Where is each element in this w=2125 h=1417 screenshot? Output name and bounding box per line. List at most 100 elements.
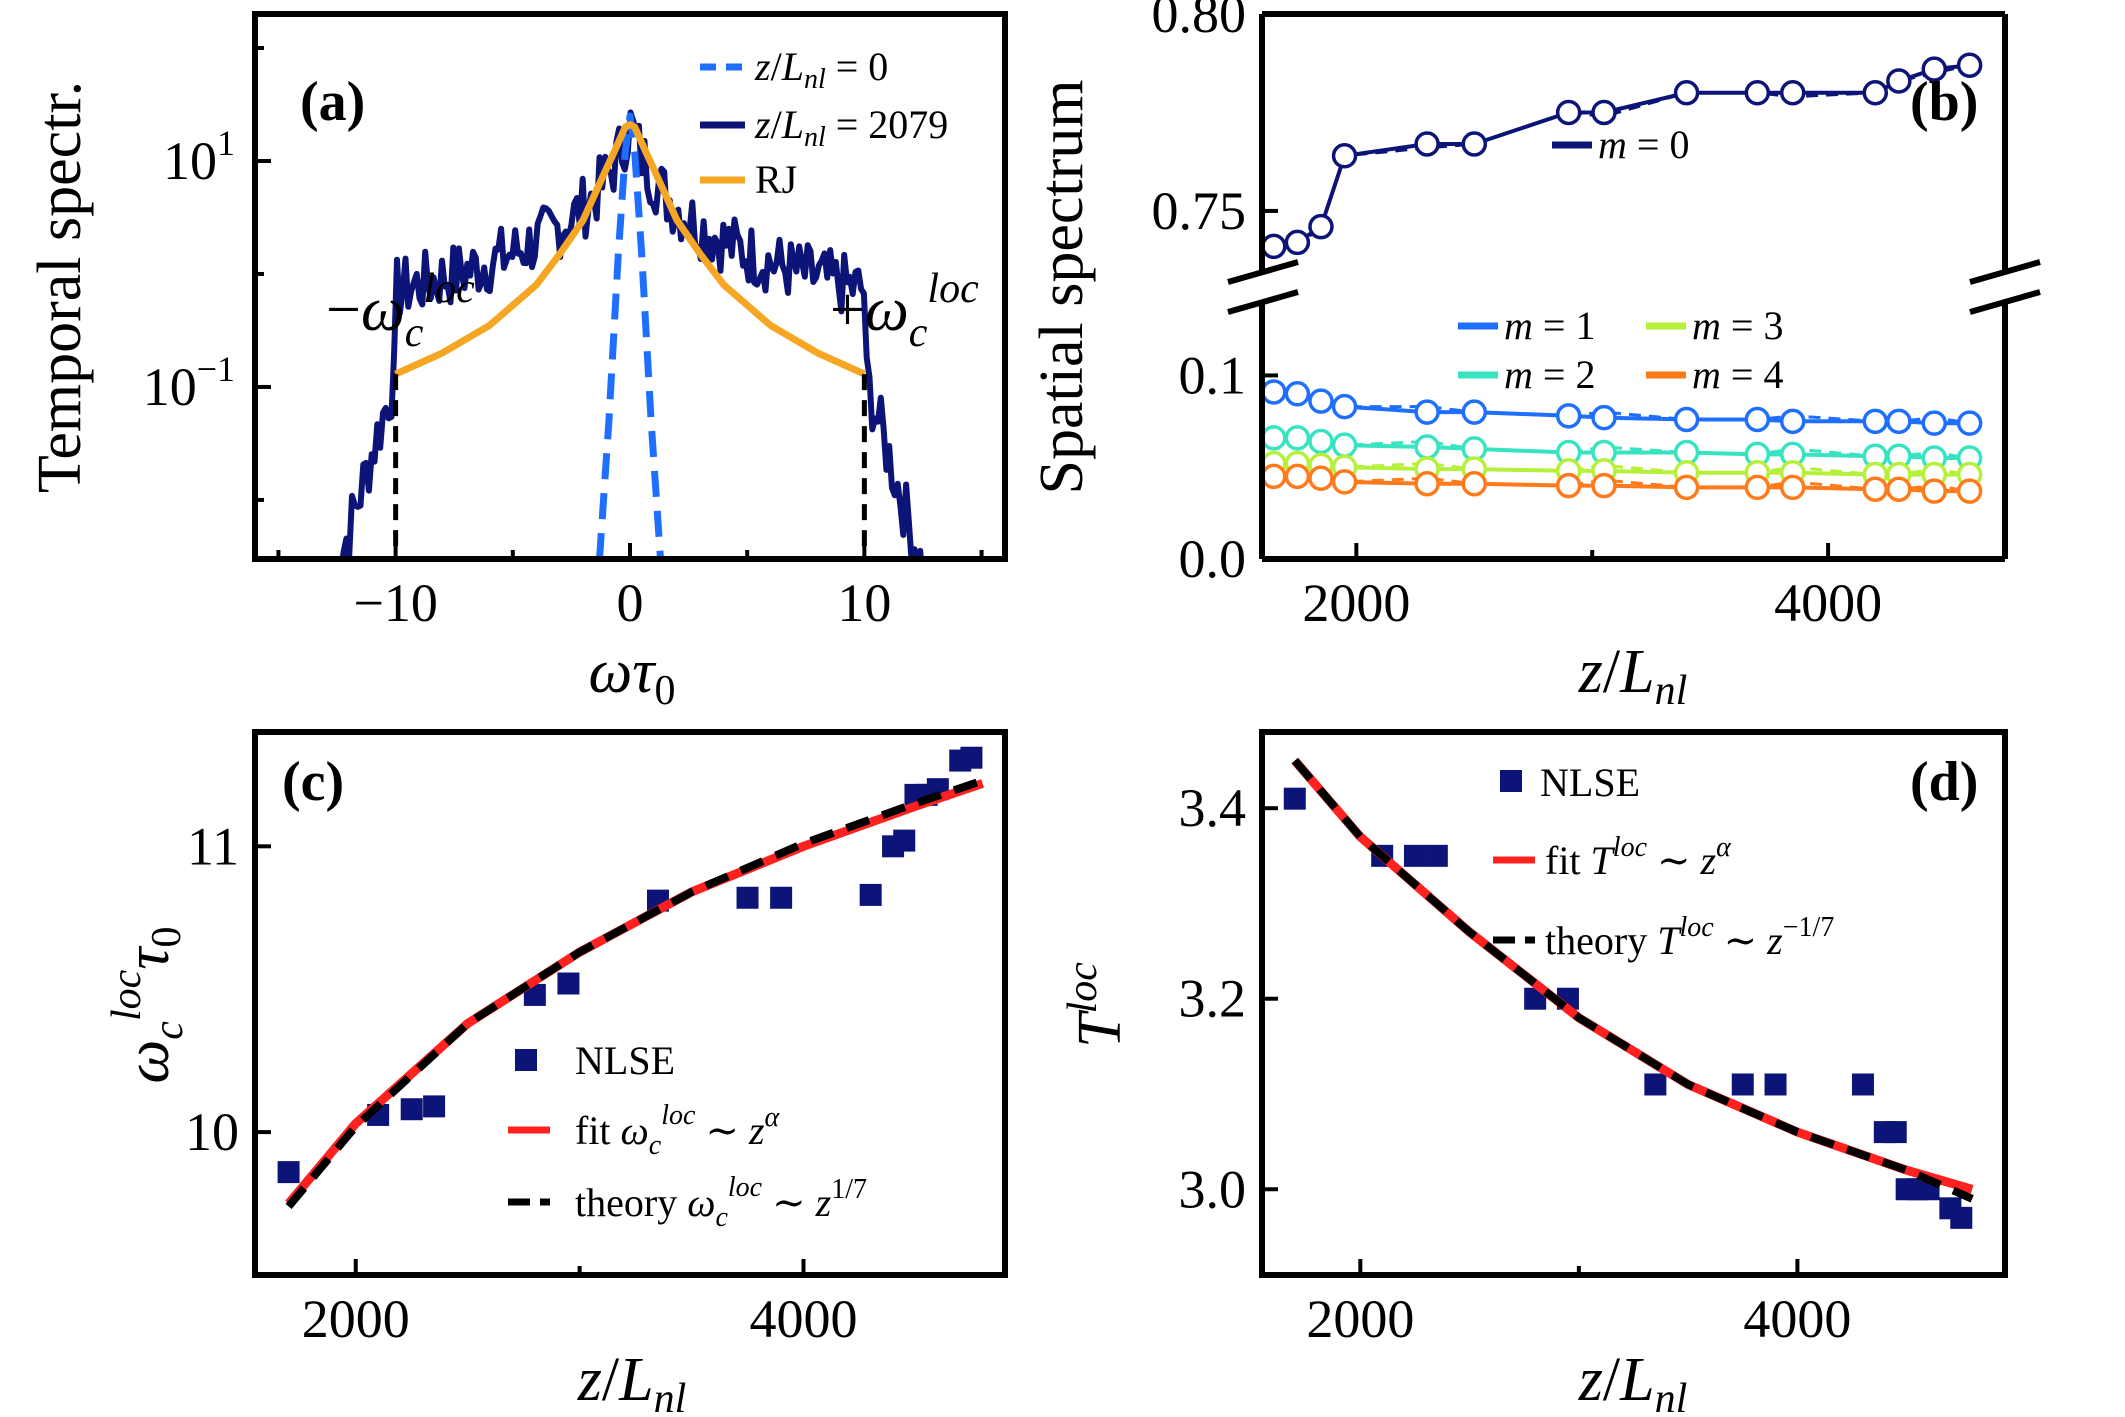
series-m-0-marker bbox=[1414, 131, 1440, 157]
panel-c-nlse-marker bbox=[400, 1098, 423, 1121]
panel-d-fit-line bbox=[1291, 757, 1974, 1194]
series-m-0-marker bbox=[1331, 143, 1358, 169]
series-m-4-marker bbox=[1591, 472, 1617, 499]
series-m-1-marker bbox=[1284, 381, 1311, 407]
legend-label-fit: fit ωcloc ∼ zα bbox=[575, 1100, 781, 1161]
panel-c-nlse-marker bbox=[423, 1095, 446, 1118]
panel-d-frame bbox=[1259, 729, 2008, 1278]
panel-d-plot-area bbox=[1283, 757, 1974, 1229]
y-tick-label: 101 bbox=[163, 123, 235, 191]
panel-b-legend: m = 0 m = 1 m = 3 m = 2 m = 4 bbox=[1458, 122, 1783, 397]
series-m-4-marker bbox=[1331, 469, 1358, 495]
y-tick-label-lower: 0.1 bbox=[1179, 345, 1247, 405]
series-m-4-marker bbox=[1779, 474, 1806, 501]
series-m-4-marker bbox=[1461, 470, 1488, 497]
x-tick-label: 0 bbox=[617, 573, 644, 633]
y-tick-label-upper: 0.75 bbox=[1152, 181, 1247, 241]
series-m-1-marker bbox=[1744, 406, 1771, 433]
legend-label-z2079: z/Lnl = 2079 bbox=[754, 102, 948, 153]
panel-d: 2000 4000 3.4 3.2 3.0 (d) z/Lnl Tloc NLSE fi… bbox=[1060, 729, 2008, 1417]
panel-c-nlse-marker bbox=[557, 972, 580, 995]
panel-d-nlse-marker bbox=[1283, 787, 1306, 810]
panel-b-ylabel: Spatial spectrum bbox=[1028, 80, 1096, 495]
panel-c: 2000 4000 11 10 (c) z/Lnl ωclocτ0 NLSE fit … bbox=[104, 729, 1008, 1417]
series-m-4-marker bbox=[1555, 472, 1582, 499]
series-m-4-marker bbox=[1744, 474, 1771, 501]
panel-c-legend: NLSE fit ωcloc ∼ zα theory ωcloc ∼ z1/7 bbox=[508, 1038, 867, 1233]
series-m-1-marker bbox=[1555, 403, 1582, 429]
y-tick-label: 11 bbox=[187, 816, 239, 876]
panel-c-xlabel: z/Lnl bbox=[577, 1346, 687, 1417]
panel-d-theory-line bbox=[1291, 757, 1974, 1203]
series-m-1-marker bbox=[1591, 404, 1617, 431]
series-m-1-marker bbox=[1921, 410, 1947, 436]
panel-c-nlse-marker bbox=[770, 886, 793, 909]
series-m-1-marker bbox=[1673, 406, 1700, 433]
series-m-4-marker bbox=[1886, 476, 1912, 502]
axis-break-left-2 bbox=[1227, 289, 1299, 315]
y-tick-label: 3.2 bbox=[1179, 969, 1247, 1029]
panel-c-nlse-marker bbox=[736, 886, 759, 909]
x-tick-label: 10 bbox=[837, 573, 891, 633]
panel-d-nlse-marker bbox=[1851, 1073, 1874, 1096]
axis-break-right-2 bbox=[1969, 289, 2041, 315]
x-tick-label: 4000 bbox=[1743, 1289, 1851, 1349]
panel-c-nlse-marker bbox=[277, 1161, 300, 1184]
series-m-0-marker bbox=[1862, 80, 1889, 106]
panel-d-nlse-marker bbox=[1403, 844, 1426, 867]
legend-label-fit-d: fit Tloc ∼ zα bbox=[1545, 832, 1732, 883]
series-m-0-marker bbox=[1779, 80, 1806, 106]
series-m-0-marker bbox=[1261, 233, 1287, 260]
series-m-1-marker bbox=[1414, 399, 1440, 425]
x-tick-label: 2000 bbox=[1306, 1289, 1414, 1349]
y-tick-label: 3.0 bbox=[1179, 1159, 1247, 1219]
legend-label-m0: m = 0 bbox=[1598, 122, 1689, 167]
panel-b: 2000 4000 0.80 0.75 0.1 0.0 (b) z/Lnl Spatial… bbox=[1028, 0, 2041, 714]
legend-label-m2: m = 2 bbox=[1504, 352, 1595, 397]
series-m-1-marker bbox=[1862, 408, 1889, 435]
x-tick-label: 2000 bbox=[302, 1289, 410, 1349]
panel-d-nlse-marker bbox=[1644, 1073, 1667, 1096]
legend-label-m1: m = 1 bbox=[1504, 303, 1595, 348]
y-tick-label: 3.4 bbox=[1179, 778, 1247, 838]
x-tick-label: 4000 bbox=[750, 1289, 858, 1349]
series-m-0-marker bbox=[1461, 131, 1488, 157]
panel-c-theory-line bbox=[285, 776, 984, 1209]
panel-d-axes: 2000 4000 3.4 3.2 3.0 bbox=[1179, 778, 1852, 1349]
axis-break-right-1 bbox=[1969, 259, 2041, 285]
panel-c-nlse-marker bbox=[893, 829, 916, 852]
series-m-4-marker bbox=[1673, 474, 1700, 501]
legend-label-nlse-d: NLSE bbox=[1540, 760, 1640, 805]
panel-d-nlse-marker bbox=[1425, 844, 1448, 867]
panel-a-tag: (a) bbox=[300, 71, 365, 133]
series-rj-line bbox=[394, 121, 866, 378]
series-m-0-marker bbox=[1886, 68, 1912, 94]
series-m-0-marker bbox=[1555, 99, 1582, 126]
x-tick-label: 4000 bbox=[1774, 573, 1882, 633]
series-m-2-marker bbox=[1414, 434, 1440, 460]
series-m-1-marker bbox=[1331, 393, 1358, 420]
panel-a-xlabel: ωτ0 bbox=[589, 638, 676, 714]
panel-a-ylabel: Temporal spectr. bbox=[26, 81, 94, 493]
panel-a-series bbox=[339, 109, 924, 559]
y-tick-label-upper: 0.80 bbox=[1152, 0, 1247, 44]
panel-d-tag: (d) bbox=[1910, 751, 1978, 813]
legend-label-m3: m = 3 bbox=[1692, 303, 1783, 348]
legend-label-theory-d: theory Tloc ∼ z−1/7 bbox=[1545, 912, 1834, 963]
legend-swatch-nlse-d bbox=[1500, 770, 1522, 792]
panel-d-ylabel: Tloc bbox=[1060, 962, 1134, 1048]
panel-d-nlse-marker bbox=[1950, 1206, 1973, 1229]
panel-b-tag: (b) bbox=[1910, 71, 1978, 133]
series-m-4-marker bbox=[1414, 470, 1440, 497]
series-m-2-marker bbox=[1331, 432, 1358, 458]
legend-label-theory: theory ωcloc ∼ z1/7 bbox=[575, 1172, 867, 1233]
panel-a: −10 0 10 101 10−1 (a) ωτ0 Temporal spectr. −… bbox=[26, 11, 1008, 714]
series-m-4-marker bbox=[1308, 465, 1334, 491]
series-m-1-marker bbox=[1886, 408, 1912, 435]
panel-d-nlse-marker bbox=[1731, 1073, 1754, 1096]
panel-c-tag: (c) bbox=[282, 751, 344, 813]
series-m-1-marker bbox=[1461, 399, 1488, 425]
panel-c-axes: 2000 4000 11 10 bbox=[185, 816, 858, 1349]
y-tick-label: 10 bbox=[185, 1102, 239, 1162]
